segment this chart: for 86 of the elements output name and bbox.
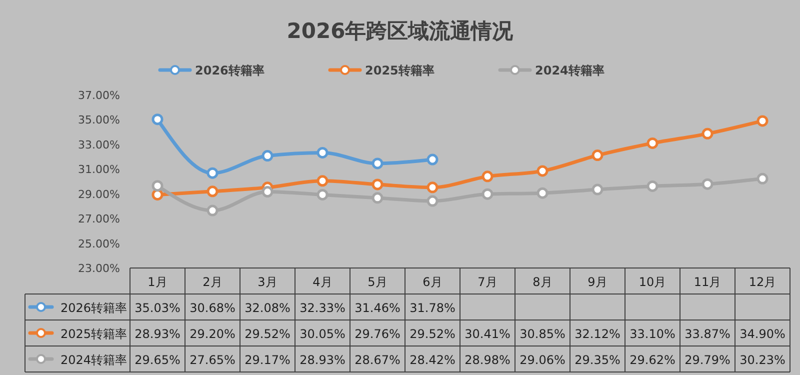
point [316,146,328,158]
point [592,184,604,196]
point [536,165,548,177]
point [426,195,438,207]
data-label: 28.93% [134,327,180,341]
text: 2026转籍率 [60,301,127,315]
point [152,114,164,126]
legend-label: 2025转籍率 [365,64,434,78]
point [206,204,218,216]
point [316,188,328,200]
data-label: 31.78% [410,301,456,315]
point [536,187,548,199]
x-tick-label: 2月 [202,275,222,289]
x-tick-label: 6月 [422,275,442,289]
point [646,137,658,149]
y-tick-label: 23.00% [78,262,120,275]
data-label: 29.06% [520,353,566,367]
legend-label: 2026转籍率 [195,64,264,78]
data-label: 31.46% [354,301,400,315]
x-tick-label: 8月 [532,275,552,289]
y-tick-label: 29.00% [78,188,120,201]
text: 2025转籍率 [60,327,127,341]
y-tick-label: 33.00% [78,138,120,152]
data-label: 30.85% [520,327,566,341]
point [206,186,218,198]
data-label: 32.12% [574,327,620,341]
y-tick-label: 27.00% [78,212,120,226]
point [756,172,768,184]
chart-title: 2026年跨区域流通情况 [286,19,514,43]
data-label: 29.35% [574,353,620,367]
data-label: 28.93% [300,353,346,367]
x-tick-label: 3月 [258,275,278,289]
point [482,188,494,200]
point [426,182,438,194]
point [262,150,274,162]
point [372,178,384,190]
data-label: 29.17% [244,353,290,367]
data-label: 30.68% [190,301,236,315]
point [702,128,714,140]
x-tick-label: 1月 [148,275,168,289]
data-label: 28.42% [410,353,456,367]
data-label: 29.79% [684,353,730,367]
data-label: 29.65% [134,353,180,367]
data-label: 34.90% [740,327,786,341]
y-tick-label: 31.00% [78,163,120,176]
point [372,158,384,170]
point [316,175,328,187]
x-tick-label: 10月 [638,275,666,289]
data-label: 35.03% [134,301,180,315]
x-tick-label: 12月 [748,275,776,289]
data-label: 28.98% [464,353,510,367]
point [592,150,604,162]
data-label: 27.65% [190,353,236,367]
data-label: 30.41% [464,327,510,341]
point [426,154,438,166]
data-label: 29.76% [354,327,400,341]
point [152,180,164,192]
data-label: 32.08% [244,301,290,315]
data-label: 29.62% [630,353,676,367]
point [482,170,494,182]
data-label: 29.20% [190,327,236,341]
x-tick-label: 5月 [368,275,388,289]
point [206,167,218,179]
point [372,192,384,204]
point [702,178,714,190]
data-label: 28.67% [354,353,400,367]
point [756,115,768,127]
text: 2024转籍率 [60,353,127,367]
point [646,180,658,192]
x-tick-label: 7月 [478,275,498,289]
data-label: 30.23% [740,353,786,367]
point [152,188,164,200]
x-tick-label: 9月 [588,275,608,289]
data-label: 32.33% [300,301,346,315]
y-tick-label: 25.00% [78,237,120,250]
data-label: 33.87% [684,327,730,341]
x-tick-label: 11月 [694,275,722,289]
point [262,186,274,198]
data-label: 29.52% [244,327,290,341]
legend-label: 2024转籍率 [535,64,604,78]
data-label: 30.05% [300,327,346,341]
data-label: 33.10% [630,327,676,341]
x-tick-label: 4月 [312,275,332,289]
y-tick-label: 37.00% [78,89,120,102]
y-tick-label: 35.00% [78,114,120,127]
data-label: 29.52% [410,327,456,341]
